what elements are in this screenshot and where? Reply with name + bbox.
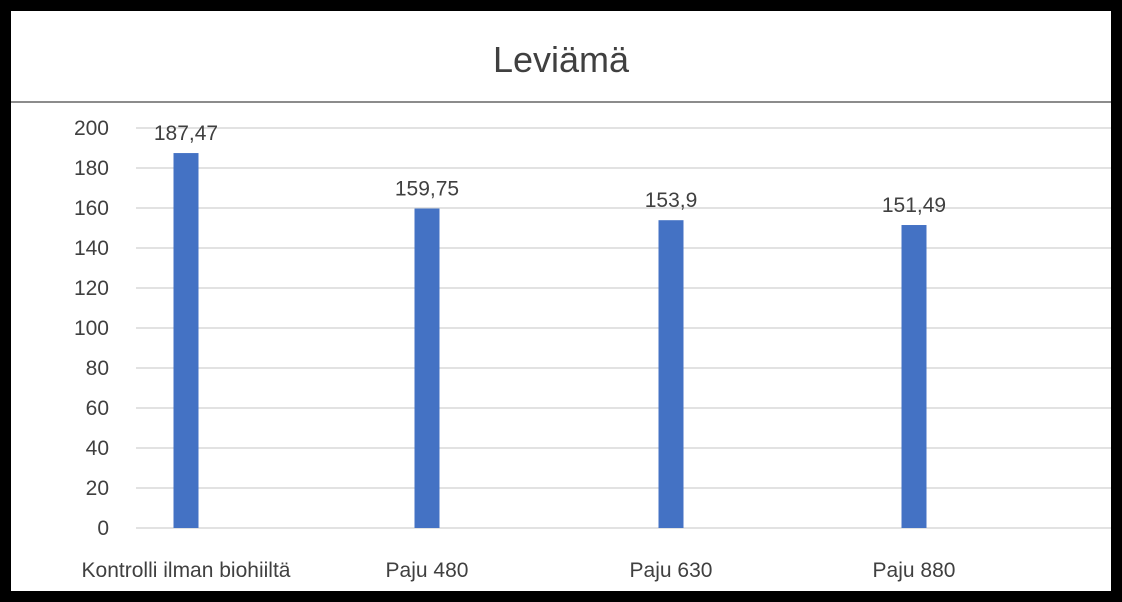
title-band: Leviämä (11, 11, 1111, 103)
y-tick-label: 180 (74, 157, 109, 180)
category-label: Kontrolli ilman biohiiltä (82, 559, 291, 582)
y-tick-label: 20 (86, 477, 109, 500)
y-tick-label: 60 (86, 397, 109, 420)
data-label: 153,9 (645, 189, 698, 212)
y-tick-label: 160 (74, 197, 109, 220)
data-label: 187,47 (154, 122, 218, 145)
y-tick-label: 40 (86, 437, 109, 460)
bar (414, 208, 440, 528)
y-tick-label: 140 (74, 237, 109, 260)
bar (658, 220, 684, 528)
data-label: 151,49 (882, 194, 946, 217)
category-label: Paju 880 (873, 559, 956, 582)
y-tick-label: 120 (74, 277, 109, 300)
bar (901, 225, 927, 528)
data-label: 159,75 (395, 178, 459, 201)
y-tick-label: 80 (86, 357, 109, 380)
y-tick-label: 100 (74, 317, 109, 340)
category-label: Paju 630 (630, 559, 713, 582)
y-tick-label: 0 (97, 517, 109, 540)
bar (173, 153, 199, 528)
y-tick-label: 200 (74, 117, 109, 140)
chart-title: Leviämä (492, 39, 630, 80)
category-label: Paju 480 (386, 559, 469, 582)
bar-chart: 0 20 40 60 80 100 120 140 160 180 200 187,47 Kontrol… (74, 117, 1111, 582)
